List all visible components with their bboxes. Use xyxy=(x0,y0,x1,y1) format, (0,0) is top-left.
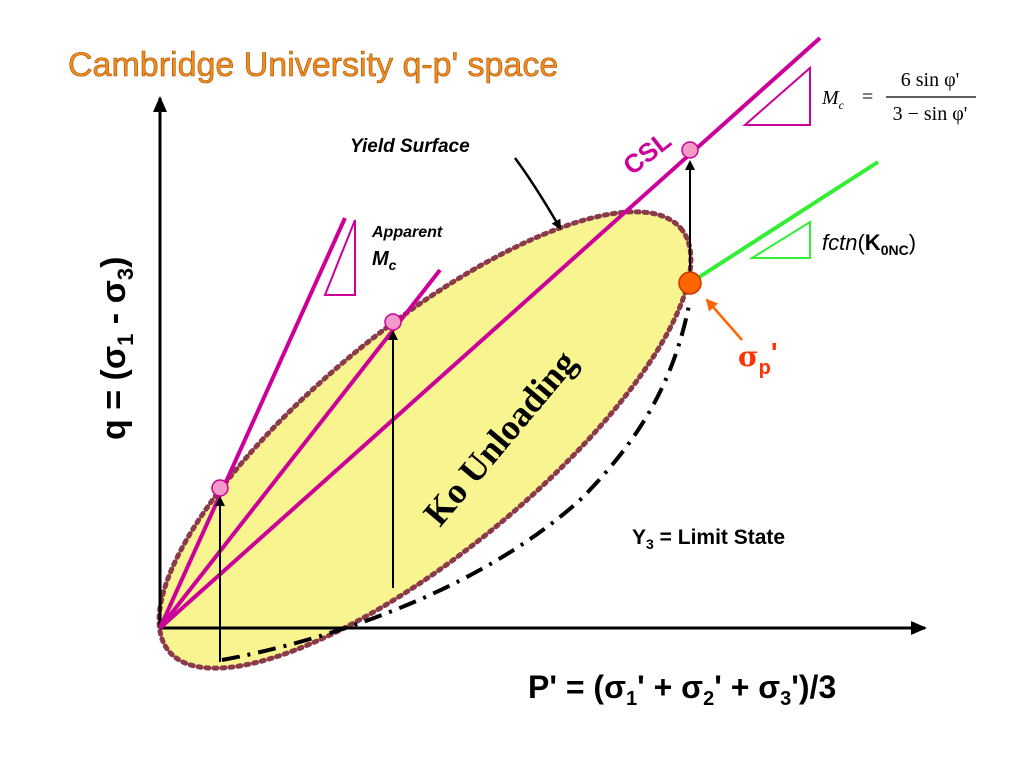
preconsolidation-point xyxy=(678,271,702,295)
arrow xyxy=(513,157,562,230)
label: Mc xyxy=(821,87,845,112)
csl-line xyxy=(158,36,822,630)
label: Yield Surface xyxy=(350,136,470,157)
subscript: 1 xyxy=(113,334,138,346)
label: M xyxy=(821,87,840,109)
point xyxy=(211,479,229,497)
subscript: c xyxy=(389,257,397,273)
label: = xyxy=(862,86,873,108)
label: K xyxy=(865,230,881,255)
label: Apparent xyxy=(371,224,443,241)
subscript: 3 xyxy=(646,536,654,552)
title: Cambridge University q-p' space xyxy=(68,46,558,84)
label: M xyxy=(372,248,390,270)
formula: Mc = 6 sin φ' 3 − sin φ' xyxy=(821,69,976,125)
subscript: 2 xyxy=(703,688,714,710)
label: 3 − sin φ' xyxy=(893,103,968,125)
label: q = (σ xyxy=(95,346,133,440)
label: Y xyxy=(632,526,646,549)
label: fctn(K0NC) xyxy=(822,230,916,258)
yield-surface xyxy=(156,209,694,671)
subscript: 1 xyxy=(626,688,637,710)
k0nc-line xyxy=(688,160,880,285)
subscript: c xyxy=(839,98,845,112)
label: P' = (σ xyxy=(528,669,626,705)
subscript: 0NC xyxy=(881,242,909,258)
label: = Limit State xyxy=(654,526,785,549)
apparent-line xyxy=(158,217,347,629)
slope-triangle xyxy=(748,220,811,259)
label: - σ xyxy=(95,280,133,333)
subscript: 3 xyxy=(780,688,791,710)
arrow xyxy=(221,656,241,661)
label: Mc xyxy=(372,248,397,273)
label: fctn xyxy=(822,230,857,255)
axis-label: q = (σ1 - σ3) xyxy=(95,257,138,440)
label: ' + σ xyxy=(714,669,780,705)
label: Y3 = Limit State xyxy=(632,526,785,552)
label: ' xyxy=(771,337,778,368)
slope-triangle xyxy=(323,219,356,296)
label: ')/3 xyxy=(791,669,836,705)
axis-label: P' = (σ1' + σ2' + σ3')/3 xyxy=(528,669,836,710)
label: σp' xyxy=(738,337,778,379)
arrow xyxy=(705,298,743,341)
label: ( xyxy=(857,230,865,255)
point xyxy=(681,141,699,159)
label: 6 sin φ' xyxy=(901,69,960,91)
label: ) xyxy=(95,257,133,268)
slope-triangle xyxy=(742,65,811,126)
label: ) xyxy=(909,230,916,255)
point xyxy=(384,313,402,331)
ko-unloading-path xyxy=(221,299,692,662)
subscript: p xyxy=(759,357,771,379)
label: σ xyxy=(738,340,759,373)
label: ' + σ xyxy=(637,669,703,705)
subscript: 3 xyxy=(113,268,138,280)
